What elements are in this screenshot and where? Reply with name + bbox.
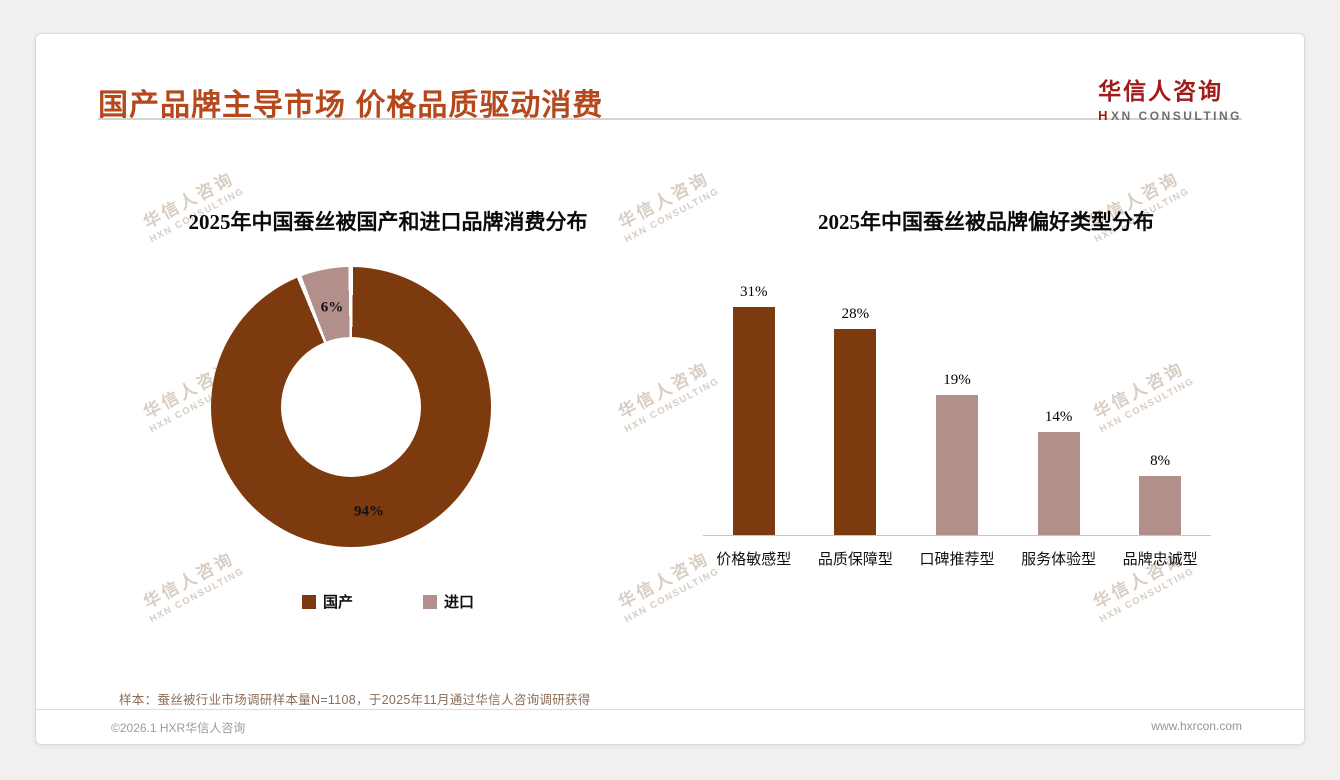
bar-category-label: 品质保障型 <box>817 552 893 568</box>
bar-category-label: 口碑推荐型 <box>919 552 995 568</box>
donut-chart-title: 2025年中国蚕丝被国产和进口品牌消费分布 <box>188 210 588 234</box>
bar-column: 19% <box>906 372 1008 535</box>
bar-value-label: 8% <box>1150 453 1171 470</box>
company-logo: 华信人咨询 HXN CONSULTING <box>1098 72 1242 123</box>
bar-value-label: 31% <box>740 284 768 301</box>
bar-category-label: 品牌忠诚型 <box>1122 552 1198 568</box>
bar-plot: 31% 28% 19% 14% 8% <box>703 282 1211 536</box>
website-link[interactable]: www.hxrcon.com <box>1151 719 1242 733</box>
bar <box>935 395 978 535</box>
header-divider <box>98 118 1242 120</box>
bar-category-label: 价格敏感型 <box>716 552 792 568</box>
bar-column: 28% <box>805 306 907 535</box>
bar-column: 14% <box>1008 409 1110 535</box>
brand-name-en: HXN CONSULTING <box>1098 108 1242 123</box>
footer: ©2026.1 HXR华信人咨询 www.hxrcon.com <box>111 719 1242 736</box>
bar-category-label: 服务体验型 <box>1021 552 1097 568</box>
bar-value-label: 14% <box>1044 409 1073 426</box>
legend-item-domestic: 国产 <box>301 591 353 612</box>
page-title: 国产品牌主导市场 价格品质驱动消费 <box>98 89 604 122</box>
legend-label-import: 进口 <box>444 595 475 611</box>
donut-chart: 94% 6% <box>211 267 491 547</box>
logo-icon: H <box>1098 108 1111 123</box>
footer-divider <box>36 709 1304 710</box>
bar <box>1037 432 1080 535</box>
legend-swatch-domestic <box>301 594 316 609</box>
legend-swatch-import <box>423 594 437 609</box>
donut-label-import: 6% <box>320 299 344 316</box>
watermark: 华信人咨询 HXN CONSULTING <box>140 548 247 626</box>
copyright-text: ©2026.1 HXR华信人咨询 <box>111 721 246 735</box>
bar-value-label: 28% <box>841 306 870 323</box>
bar <box>732 307 775 535</box>
bar-chart: 31% 28% 19% 14% 8% 价格敏感型 品质保障型 口碑推荐型 服务体验型 品牌忠诚型 <box>703 282 1211 569</box>
bar <box>834 329 877 535</box>
brand-name-en-text: XN CONSULTING <box>1111 109 1242 123</box>
report-card: 华信人咨询 HXN CONSULTING 华信人咨询 HXN CONSULTING 华信… <box>35 33 1305 745</box>
bar-column: 31% <box>703 284 805 535</box>
bar <box>1139 476 1182 535</box>
bar-categories: 价格敏感型 品质保障型 口碑推荐型 服务体验型 品牌忠诚型 <box>703 548 1211 569</box>
brand-name-cn: 华信人咨询 <box>1098 78 1224 104</box>
bar-value-label: 19% <box>943 372 971 389</box>
legend-item-import: 进口 <box>423 591 474 612</box>
bar-column: 8% <box>1109 453 1211 535</box>
legend-label-domestic: 国产 <box>322 595 353 611</box>
donut-legend: 国产 进口 <box>98 591 678 612</box>
sample-footnote: 样本：蚕丝被行业市场调研样本量N=1108，于2025年11月通过华信人咨询调研… <box>119 693 591 707</box>
donut-label-domestic: 94% <box>354 503 384 520</box>
bar-chart-title: 2025年中国蚕丝被品牌偏好类型分布 <box>818 210 1154 234</box>
